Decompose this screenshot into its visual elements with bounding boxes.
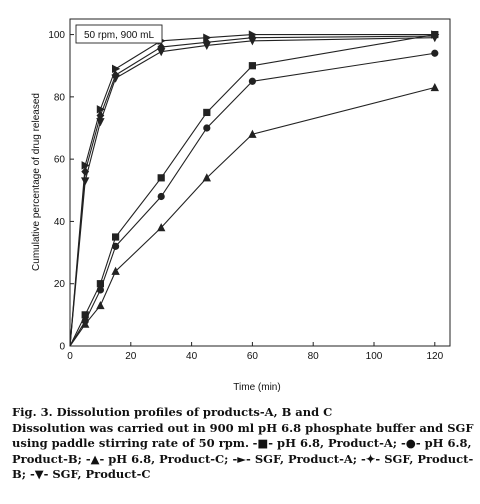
figure-caption: Fig. 3. Dissolution profiles of products… (12, 405, 474, 483)
caption-figure-title: Fig. 3. Dissolution profiles of products… (12, 405, 333, 419)
y-tick-label: 100 (48, 30, 65, 41)
data-point (430, 34, 439, 43)
legend-text: pH 6.8, Product-B; (12, 436, 472, 466)
data-point (157, 223, 166, 232)
caption-legend-item: -▼- SGF, Product-C (30, 467, 151, 481)
caption-legend-item: -▲- pH 6.8, Product-C; (86, 452, 233, 466)
data-point (96, 300, 105, 310)
data-point (157, 192, 165, 201)
legend-text: SGF, Product-B; (12, 451, 474, 482)
series-line (69, 35, 435, 347)
legend-symbol: -✦- (361, 451, 381, 466)
x-tick-label: 100 (366, 351, 383, 362)
caption-body: Dissolution was carried out in 900 ml pH… (12, 420, 474, 451)
y-tick-label: 80 (54, 92, 66, 103)
legend-text: SGF, Product-A; (250, 451, 362, 466)
series-line (69, 34, 435, 347)
legend-symbol: -►- (232, 451, 251, 466)
data-point (248, 37, 257, 46)
series-6 (69, 34, 439, 347)
y-tick-label: 40 (54, 217, 66, 228)
data-point (111, 266, 120, 275)
annotation-text: 50 rpm, 900 mL (84, 30, 154, 41)
data-point (96, 118, 105, 127)
x-tick-label: 0 (67, 351, 73, 362)
series-group (69, 30, 440, 347)
data-point (430, 82, 439, 92)
data-point (248, 62, 257, 70)
y-tick-label: 0 (59, 342, 65, 353)
series-line (69, 37, 435, 347)
caption-legend-item: -►- SGF, Product-A; (232, 452, 361, 466)
series-3 (69, 82, 439, 347)
data-point (157, 48, 166, 57)
series-line (69, 86, 435, 347)
caption-legend-item: -✦- SGF, Product-B; (12, 452, 473, 482)
data-point (96, 286, 104, 294)
data-point (112, 64, 121, 74)
x-tick-label: 80 (308, 351, 320, 362)
annotation-box: 50 rpm, 900 mL (75, 24, 163, 44)
x-tick-label: 20 (125, 351, 137, 362)
data-point (81, 319, 90, 328)
caption-legend-item: -●- pH 6.8, Product-B; (12, 436, 472, 466)
data-point (111, 74, 120, 83)
data-point (203, 108, 211, 117)
y-axis-title: Cumulative percentage of drug released (31, 93, 42, 271)
legend-symbol: -■- (252, 436, 274, 450)
legend-symbol: -▲- (85, 451, 105, 466)
axis-ticks: 0 20 40 60 80 100 120 0 20 40 60 80 100 (48, 30, 443, 362)
series-4 (69, 30, 440, 347)
series-line (69, 52, 435, 347)
series-line (69, 34, 435, 347)
data-point (112, 233, 120, 241)
y-tick-label: 60 (54, 155, 66, 166)
data-point (81, 161, 90, 170)
series-2 (69, 49, 439, 347)
y-tick-label: 20 (54, 279, 66, 290)
legend-symbol: -▼- (29, 467, 49, 481)
data-point (96, 105, 105, 114)
data-point (202, 173, 211, 182)
data-point (248, 129, 257, 138)
dissolution-chart: 0 20 40 60 80 100 120 0 20 40 60 80 100 50 rpm, 900 … (31, 18, 451, 393)
data-point (431, 49, 439, 57)
data-point (157, 174, 165, 182)
caption-legend-item: -■- pH 6.8, Product-A; (253, 436, 401, 450)
x-tick-label: 60 (247, 351, 259, 362)
legend-text: pH 6.8, Product-C; (104, 451, 233, 466)
plot-frame (69, 18, 451, 347)
legend-text: SGF, Product-C (48, 467, 151, 481)
data-point (203, 124, 211, 132)
legend-symbol: -●- (401, 436, 421, 450)
x-axis-title: Time (min) (233, 382, 280, 393)
legend-text: pH 6.8, Product-A; (273, 436, 402, 450)
data-point (111, 242, 120, 250)
data-point (81, 177, 90, 186)
data-point (202, 41, 211, 51)
data-point (248, 77, 256, 85)
caption-legend: -■- pH 6.8, Product-A; -●- pH 6.8, Produ… (12, 436, 473, 481)
x-tick-label: 40 (186, 351, 198, 362)
x-tick-label: 120 (426, 351, 443, 362)
